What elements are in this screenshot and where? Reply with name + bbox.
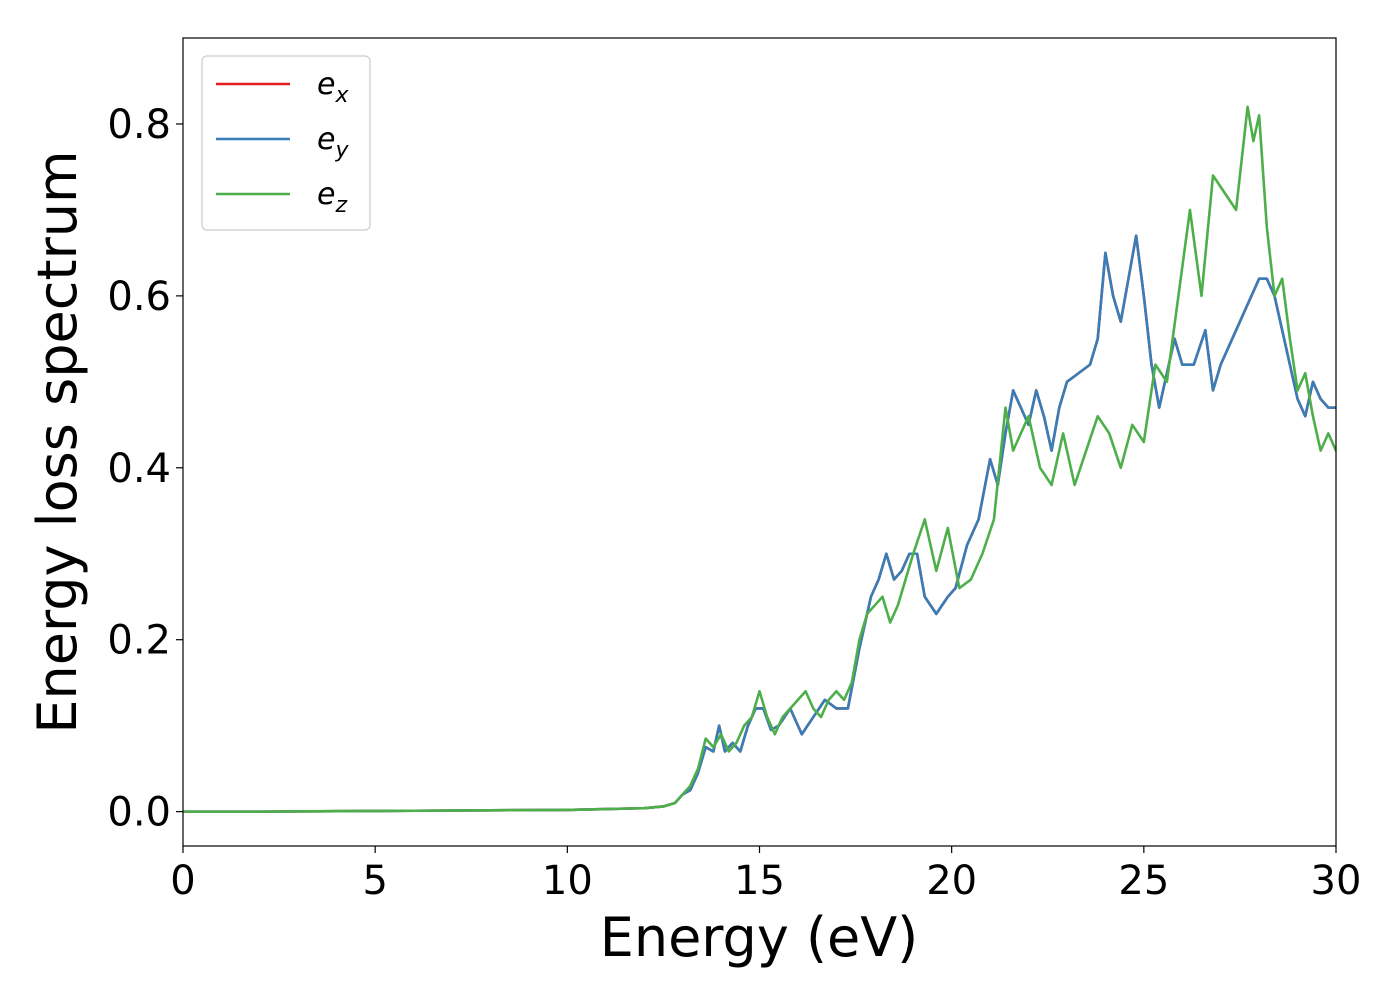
legend-frame <box>201 55 371 231</box>
x-axis-title: Energy (eV) <box>600 906 919 969</box>
x-tick-label: 15 <box>734 858 785 904</box>
x-tick-label: 10 <box>542 858 593 904</box>
y-tick-label: 0.8 <box>107 102 171 148</box>
y-axis-title: Energy loss spectrum <box>26 150 89 733</box>
y-tick-label: 0.2 <box>107 618 171 664</box>
x-tick-label: 0 <box>170 858 195 904</box>
x-axis: 0 5 10 15 20 25 30 <box>170 846 1361 904</box>
x-tick-label: 20 <box>926 858 977 904</box>
x-tick-label: 25 <box>1118 858 1169 904</box>
y-tick-label: 0.6 <box>107 274 171 320</box>
x-tick-label: 5 <box>362 858 387 904</box>
y-tick-label: 0.4 <box>107 446 171 492</box>
series-line-e-y <box>183 234 1336 813</box>
x-tick-label: 30 <box>1311 858 1362 904</box>
series-line-e-z <box>183 105 1336 813</box>
series-layer <box>183 105 1336 813</box>
y-tick-label: 0.0 <box>107 790 171 836</box>
y-axis: 0.0 0.2 0.4 0.6 0.8 <box>107 102 183 836</box>
